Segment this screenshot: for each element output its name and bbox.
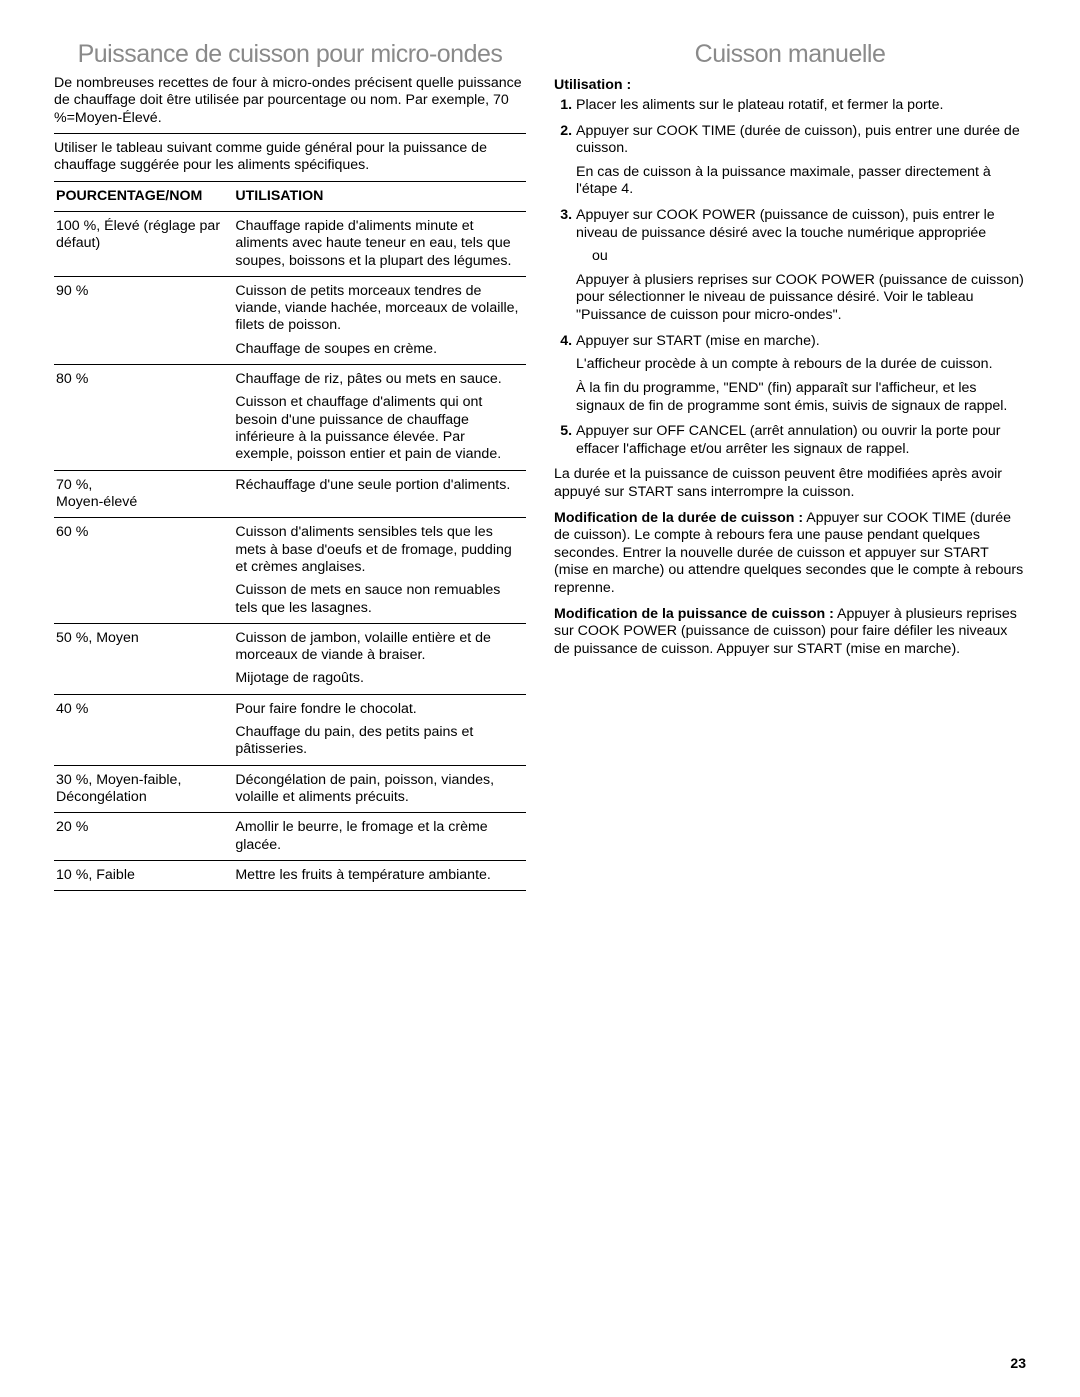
use-paragraph: Cuisson de mets en sauce non remuables t…: [235, 582, 522, 617]
table-row: 20 %Amollir le beurre, le fromage et la …: [54, 813, 526, 861]
table-header-row: POURCENTAGE/NOM UTILISATION: [54, 181, 526, 211]
pct-cell: 70 %,Moyen-élevé: [54, 470, 233, 518]
modify-time-bold: Modification de la durée de cuisson :: [554, 510, 803, 526]
use-paragraph: Chauffage du pain, des petits pains et p…: [235, 724, 522, 759]
pct-cell: 20 %: [54, 813, 233, 861]
after-steps-note: La durée et la puissance de cuisson peuv…: [554, 466, 1026, 501]
step-item: Appuyer sur COOK TIME (durée de cuisson)…: [576, 123, 1026, 199]
step-main: Appuyer sur COOK TIME (durée de cuisson)…: [576, 123, 1026, 158]
table-row: 10 %, FaibleMettre les fruits à températ…: [54, 860, 526, 890]
pct-cell: 60 %: [54, 518, 233, 624]
table-row: 70 %,Moyen-élevéRéchauffage d'une seule …: [54, 470, 526, 518]
use-paragraph: Chauffage rapide d'aliments minute et al…: [235, 218, 522, 270]
pct-cell: 30 %, Moyen-faible, Décongélation: [54, 765, 233, 813]
step-main: Appuyer sur START (mise en marche).: [576, 333, 1026, 351]
table-row: 100 %, Élevé (réglage par défaut)Chauffa…: [54, 211, 526, 276]
page-number: 23: [1010, 1355, 1026, 1371]
step-paragraph: Appuyer à plusiers reprises sur COOK POW…: [576, 272, 1026, 325]
divider: [54, 133, 526, 134]
table-row: 40 %Pour faire fondre le chocolat. Chauff…: [54, 694, 526, 765]
use-paragraph: Cuisson d'aliments sensibles tels que le…: [235, 524, 522, 576]
right-section-title: Cuisson manuelle: [554, 40, 1026, 69]
modify-power-para: Modification de la puissance de cuisson …: [554, 606, 1026, 659]
step-item: Placer les aliments sur le plateau rotat…: [576, 97, 1026, 115]
use-cell: Mettre les fruits à température ambiante…: [233, 860, 526, 890]
use-cell: Cuisson d'aliments sensibles tels que le…: [233, 518, 526, 624]
pct-cell: 50 %, Moyen: [54, 623, 233, 694]
step-indent: ou: [592, 248, 1026, 266]
step-paragraph: L'afficheur procède à un compte à rebour…: [576, 356, 1026, 374]
step-main: Appuyer sur COOK POWER (puissance de cui…: [576, 207, 1026, 242]
right-column: Cuisson manuelle Utilisation : Placer le…: [554, 40, 1026, 891]
steps-list: Placer les aliments sur le plateau rotat…: [554, 97, 1026, 458]
use-cell: Amollir le beurre, le fromage et la crèm…: [233, 813, 526, 861]
use-paragraph: Chauffage de riz, pâtes ou mets en sauce…: [235, 371, 522, 388]
step-item: Appuyer sur COOK POWER (puissance de cui…: [576, 207, 1026, 325]
header-pct: POURCENTAGE/NOM: [54, 181, 233, 211]
use-cell: Décongélation de pain, poisson, viandes,…: [233, 765, 526, 813]
use-paragraph: Décongélation de pain, poisson, viandes,…: [235, 772, 522, 807]
step-item: Appuyer sur OFF CANCEL (arrêt annulation…: [576, 423, 1026, 458]
table-row: 90 %Cuisson de petits morceaux tendres d…: [54, 276, 526, 364]
use-paragraph: Réchauffage d'une seule portion d'alimen…: [235, 477, 522, 494]
use-paragraph: Mijotage de ragoûts.: [235, 670, 522, 687]
step-paragraph: En cas de cuisson à la puissance maximal…: [576, 164, 1026, 199]
use-cell: Cuisson de petits morceaux tendres de vi…: [233, 276, 526, 364]
use-cell: Cuisson de jambon, volaille entière et d…: [233, 623, 526, 694]
pct-cell: 90 %: [54, 276, 233, 364]
pct-cell: 80 %: [54, 365, 233, 471]
step-item: Appuyer sur START (mise en marche). L'aff…: [576, 333, 1026, 415]
use-paragraph: Amollir le beurre, le fromage et la crèm…: [235, 819, 522, 854]
left-column: Puissance de cuisson pour micro-ondes De…: [54, 40, 526, 891]
step-paragraph: À la fin du programme, "END" (fin) appar…: [576, 380, 1026, 415]
header-use: UTILISATION: [233, 181, 526, 211]
use-paragraph: Cuisson et chauffage d'aliments qui ont …: [235, 394, 522, 463]
power-table: POURCENTAGE/NOM UTILISATION 100 %, Élevé…: [54, 181, 526, 892]
modify-time-para: Modification de la durée de cuisson : Ap…: [554, 510, 1026, 598]
pct-cell: 10 %, Faible: [54, 860, 233, 890]
step-main: Appuyer sur OFF CANCEL (arrêt annulation…: [576, 423, 1026, 458]
left-intro-2: Utiliser le tableau suivant comme guide …: [54, 140, 526, 175]
left-intro-1: De nombreuses recettes de four à micro-o…: [54, 75, 526, 127]
use-cell: Chauffage de riz, pâtes ou mets en sauce…: [233, 365, 526, 471]
pct-cell: 100 %, Élevé (réglage par défaut): [54, 211, 233, 276]
use-paragraph: Cuisson de jambon, volaille entière et d…: [235, 630, 522, 665]
use-paragraph: Cuisson de petits morceaux tendres de vi…: [235, 283, 522, 335]
step-main: Placer les aliments sur le plateau rotat…: [576, 97, 1026, 115]
table-row: 30 %, Moyen-faible, DécongélationDécongé…: [54, 765, 526, 813]
use-cell: Pour faire fondre le chocolat. Chauffage …: [233, 694, 526, 765]
utilisation-heading: Utilisation :: [554, 77, 1026, 93]
modify-power-bold: Modification de la puissance de cuisson …: [554, 606, 834, 622]
left-section-title: Puissance de cuisson pour micro-ondes: [54, 40, 526, 69]
use-paragraph: Mettre les fruits à température ambiante…: [235, 867, 522, 884]
use-paragraph: Pour faire fondre le chocolat.: [235, 701, 522, 718]
pct-cell: 40 %: [54, 694, 233, 765]
use-cell: Chauffage rapide d'aliments minute et al…: [233, 211, 526, 276]
use-paragraph: Chauffage de soupes en crème.: [235, 341, 522, 358]
use-cell: Réchauffage d'une seule portion d'alimen…: [233, 470, 526, 518]
table-row: 50 %, MoyenCuisson de jambon, volaille e…: [54, 623, 526, 694]
table-row: 60 %Cuisson d'aliments sensibles tels qu…: [54, 518, 526, 624]
page-container: Puissance de cuisson pour micro-ondes De…: [0, 0, 1080, 921]
table-row: 80 %Chauffage de riz, pâtes ou mets en s…: [54, 365, 526, 471]
